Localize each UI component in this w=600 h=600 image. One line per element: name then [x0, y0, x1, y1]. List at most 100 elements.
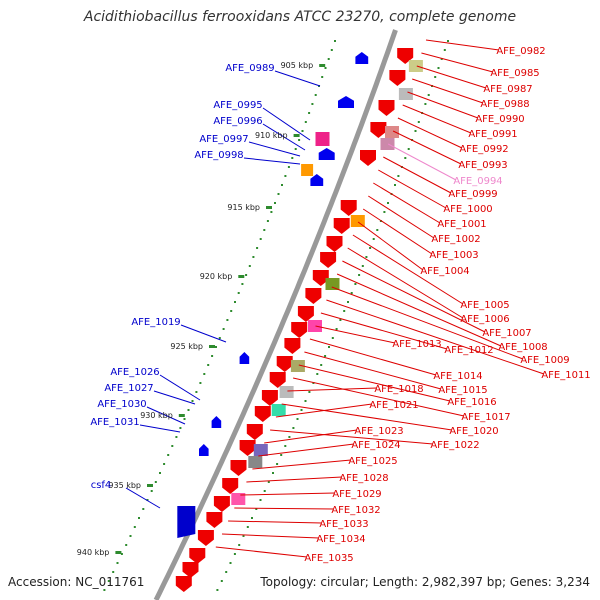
tick-dot	[407, 148, 410, 150]
right-gene-label: AFE_1000	[443, 204, 492, 215]
tick-dot	[327, 58, 330, 60]
gene-labels: 905 kbp 910 kbp 915 kbp 920 kbp 925 kbp 930 k…	[77, 46, 591, 564]
tick-dot	[167, 454, 170, 456]
right-gene-label: AFE_0992	[459, 144, 508, 155]
left-gene-label: AFE_0998	[194, 150, 243, 161]
label-connector	[228, 520, 323, 524]
major-tick	[266, 206, 272, 209]
label-connector	[292, 377, 465, 417]
tick-dot	[183, 418, 186, 420]
tick-dot	[296, 418, 299, 420]
tick-dot	[434, 76, 437, 78]
reverse-gene-arrow	[333, 218, 350, 234]
kbp-label: 930 kbp	[140, 411, 173, 420]
label-connector	[274, 70, 321, 87]
reverse-gene-arrow	[320, 252, 337, 268]
reverse-gene-arrow	[312, 270, 329, 286]
tick-dot	[241, 283, 244, 285]
label-connectors	[125, 39, 545, 558]
tick-dot	[175, 436, 178, 438]
reverse-gene-arrow	[305, 288, 322, 304]
label-connector	[402, 104, 472, 134]
tick-dot	[195, 391, 198, 393]
tick-dot	[301, 130, 304, 132]
tick-dot	[142, 508, 145, 510]
tick-dot	[238, 544, 241, 546]
tick-dot	[266, 220, 269, 222]
tick-dot	[304, 400, 307, 402]
reverse-gene-arrow	[197, 530, 214, 546]
tick-dot	[163, 463, 166, 465]
right-gene-label: AFE_1013	[392, 339, 441, 350]
major-tick	[293, 134, 300, 137]
tick-dot	[354, 283, 357, 285]
right-gene-label: AFE_0999	[448, 189, 497, 200]
tick-dot	[191, 400, 194, 402]
label-connector	[392, 130, 462, 165]
tick-dot	[324, 67, 327, 69]
reverse-gene-arrow	[239, 440, 256, 456]
label-connector	[378, 169, 447, 209]
right-gene-label: AFE_0982	[496, 46, 545, 57]
tick-dot	[233, 553, 236, 555]
gene-box	[325, 278, 340, 290]
right-gene-label: AFE_0991	[468, 129, 517, 140]
tick-dot	[376, 229, 379, 231]
reverse-gene-arrow	[340, 200, 357, 216]
label-connector	[412, 78, 484, 104]
reverse-gene-arrow	[326, 236, 343, 252]
reverse-gene-arrow	[291, 322, 308, 338]
tick-dot	[270, 211, 273, 213]
tick-dot	[347, 301, 349, 303]
reverse-gene-arrow	[230, 460, 247, 476]
label-connector	[397, 117, 463, 149]
right-gene-label: AFE_1009	[520, 355, 569, 366]
tick-dot	[246, 526, 249, 528]
tick-dot	[383, 211, 386, 213]
label-connector	[287, 387, 378, 392]
label-connector	[421, 52, 494, 73]
tick-dot	[280, 454, 283, 456]
tick-dot	[339, 319, 342, 321]
genome-title: Acidithiobacillus ferrooxidans ATCC 2327…	[83, 9, 517, 25]
label-connector	[243, 157, 301, 165]
right-gene-label: AFE_1020	[449, 426, 498, 437]
reverse-gene-arrow	[182, 562, 199, 578]
label-connector	[304, 351, 442, 390]
reverse-gene-arrow	[378, 100, 395, 116]
label-connector	[153, 390, 196, 405]
label-connector	[258, 443, 355, 457]
kbp-label: 910 kbp	[255, 131, 288, 140]
tick-dot	[291, 157, 294, 159]
gene-box	[231, 493, 246, 505]
tick-dot	[226, 319, 229, 321]
label-connector	[362, 208, 433, 255]
tick-dot	[324, 355, 327, 357]
tick-dot	[179, 427, 182, 429]
major-tick	[178, 414, 185, 417]
right-gene-label: AFE_0994	[453, 176, 502, 187]
left-gene-label: AFE_1026	[110, 367, 159, 378]
label-connector	[416, 65, 487, 89]
tick-dot	[440, 58, 443, 60]
major-tick	[147, 484, 153, 487]
label-connector	[252, 459, 352, 470]
kbp-label: 915 kbp	[227, 203, 260, 212]
tick-dot	[245, 274, 248, 276]
left-gene-label: AFE_0996	[213, 116, 262, 127]
reverse-gene-arrow	[276, 356, 293, 372]
tick-dot	[225, 571, 228, 573]
right-gene-label: AFE_1025	[348, 456, 397, 467]
label-connector	[180, 324, 227, 343]
tick-dot	[447, 40, 449, 42]
tick-dot	[199, 382, 202, 384]
label-connector	[264, 429, 358, 444]
gene-box	[253, 444, 268, 456]
tick-dot	[220, 580, 223, 582]
tick-dot	[397, 175, 400, 177]
tick-dot	[292, 427, 295, 429]
right-gene-label: AFE_0988	[480, 99, 529, 110]
tick-dot	[404, 157, 407, 159]
tick-dot	[242, 535, 245, 537]
tick-dot	[203, 373, 206, 375]
